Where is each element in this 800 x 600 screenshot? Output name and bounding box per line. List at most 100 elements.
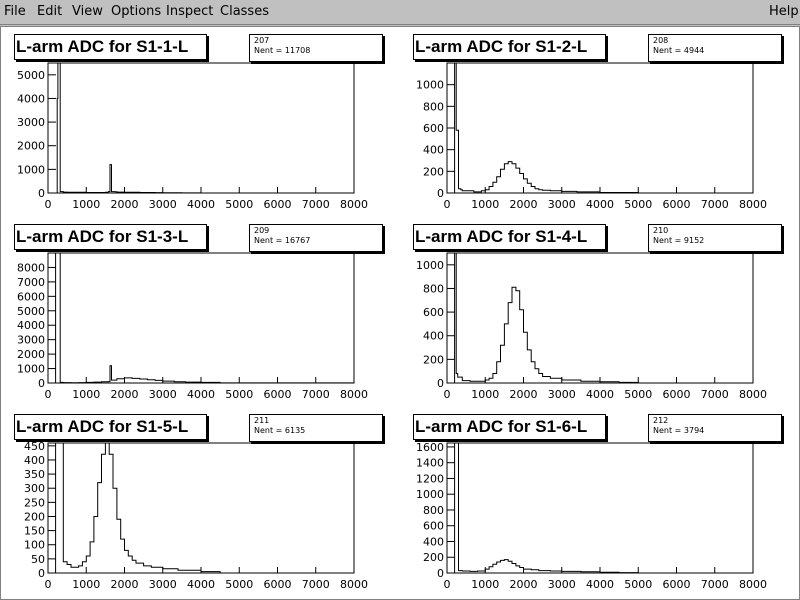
y-tick-label: 200 [24,510,45,523]
x-tick-label: 5000 [225,578,253,591]
x-tick-label: 5000 [624,198,652,211]
y-tick-label: 1200 [416,472,444,485]
y-tick-label: 8000 [17,261,45,274]
x-tick-label: 6000 [264,578,292,591]
stats-id: 209 [254,226,270,235]
x-tick-label: 7000 [302,198,330,211]
histogram-pad-1[interactable]: 0 1000 2000 3000 4000 5000 6000 7000 8000 0 1000 20… [1,27,400,217]
y-tick-label: 0 [38,187,45,200]
x-tick-label: 1000 [72,578,100,591]
y-tick-label: 5000 [17,305,45,318]
y-tick-label: 250 [24,496,45,509]
plot-frame [446,62,754,194]
histogram-svg: 0 1000 2000 3000 4000 5000 6000 7000 8000 0501001… [24,440,368,591]
stats-box: 208 Nent = 4944 [648,34,782,62]
y-tick-label: 400 [423,535,444,548]
menu-edit[interactable]: Edit [37,4,63,19]
histogram-title: L-arm ADC for S1-2-L [413,34,606,60]
x-tick-label: 0 [45,578,52,591]
histogram-series [447,442,753,574]
x-tick-label: 0 [444,388,451,401]
x-tick-label: 4000 [586,198,614,211]
y-tick-label: 0 [38,567,45,580]
menu-classes[interactable]: Classes [220,4,269,19]
y-tick-label: 3000 [17,334,45,347]
stats-id: 212 [653,416,669,425]
histogram-svg: 0 1000 2000 3000 4000 5000 6000 7000 80000100020… [17,62,368,211]
y-tick-label: 150 [24,525,45,538]
y-tick-label: 3000 [17,116,45,129]
x-tick-label: 0 [444,578,451,591]
histogram-title: L-arm ADC for S1-6-L [413,414,606,440]
x-tick-label: 1000 [72,198,100,211]
y-tick-label: 5000 [17,69,45,82]
x-tick-label: 7000 [302,388,330,401]
y-tick-label: 350 [24,468,45,481]
y-tick-label: 200 [423,165,444,178]
y-tick-label: 2000 [17,140,45,153]
y-tick-label: 0 [437,567,444,580]
menu-inspect[interactable]: Inspect [166,4,214,19]
histogram-svg: 0 1000 2000 3000 4000 5000 6000 7000 8000 0 200 400… [416,252,767,401]
menu-file[interactable]: File [4,4,26,19]
y-tick-label: 1000 [17,363,45,376]
x-tick-label: 5000 [624,388,652,401]
x-tick-label: 3000 [548,198,576,211]
histogram-series [48,442,354,574]
x-tick-label: 2000 [111,198,139,211]
histogram-svg: 0 1000 2000 3000 4000 5000 6000 7000 8000 0 200 400… [416,62,767,211]
menu-bar: File Edit View Options Inspect Classes H… [0,0,800,25]
y-tick-label: 4000 [17,319,45,332]
plot-canvas: 0 1000 2000 3000 4000 5000 6000 7000 8000 0 1000 20… [0,26,800,600]
y-tick-label: 50 [31,553,45,566]
histogram-pad-4[interactable]: 0 1000 2000 3000 4000 5000 6000 7000 8000 0 200 400… [400,217,799,407]
y-tick-label: 100 [24,539,45,552]
histogram-series [48,252,355,384]
x-tick-label: 8000 [340,388,368,401]
histogram-pad-5[interactable]: 0 1000 2000 3000 4000 5000 6000 7000 8000 0 50 100 1… [1,407,400,597]
stats-id: 210 [653,226,669,235]
y-tick-label: 6000 [17,290,45,303]
x-tick-label: 3000 [149,388,177,401]
plot-frame [446,252,754,384]
y-tick-label: 400 [423,144,444,157]
stats-id: 208 [653,36,669,45]
x-tick-label: 8000 [340,198,368,211]
x-tick-label: 6000 [663,578,691,591]
histogram-pad-2[interactable]: 0 1000 2000 3000 4000 5000 6000 7000 8000 0 200 400… [400,27,799,217]
histogram-series [447,252,753,384]
histogram-pad-6[interactable]: 0 1000 2000 3000 4000 5000 6000 7000 8000 0 200 400… [400,407,799,597]
histogram-svg: 0 1000 2000 3000 4000 5000 6000 7000 8000 0 200 400… [416,441,767,591]
x-tick-label: 4000 [586,578,614,591]
histogram-svg: 0 1000 2000 3000 4000 5000 6000 7000 80000100020… [17,252,368,401]
plot-frame [47,442,355,574]
stats-entries: Nent = 16767 [254,236,311,245]
y-tick-label: 450 [24,440,45,453]
x-tick-label: 2000 [510,578,538,591]
menu-help[interactable]: Help [769,4,799,19]
x-tick-label: 5000 [225,388,253,401]
y-tick-label: 1000 [17,163,45,176]
x-tick-label: 1000 [471,388,499,401]
plot-frame [47,252,355,384]
x-tick-label: 5000 [225,198,253,211]
x-tick-label: 1000 [471,198,499,211]
histogram-pad-3[interactable]: 0 1000 2000 3000 4000 5000 6000 7000 8000 0 1000 20… [1,217,400,407]
plot-frame [446,442,754,574]
y-tick-label: 1000 [416,259,444,272]
x-tick-label: 0 [45,388,52,401]
y-tick-label: 400 [423,330,444,343]
x-tick-label: 8000 [739,388,767,401]
stats-id: 207 [254,36,270,45]
x-tick-label: 5000 [624,578,652,591]
x-tick-label: 7000 [701,578,729,591]
x-tick-label: 8000 [340,578,368,591]
y-tick-label: 800 [423,100,444,113]
stats-box: 211 Nent = 6135 [249,414,383,442]
y-tick-label: 0 [437,377,444,390]
x-tick-label: 4000 [187,578,215,591]
x-tick-label: 3000 [548,388,576,401]
menu-view[interactable]: View [72,4,103,19]
menu-options[interactable]: Options [111,4,162,19]
histogram-title: L-arm ADC for S1-4-L [413,224,606,250]
